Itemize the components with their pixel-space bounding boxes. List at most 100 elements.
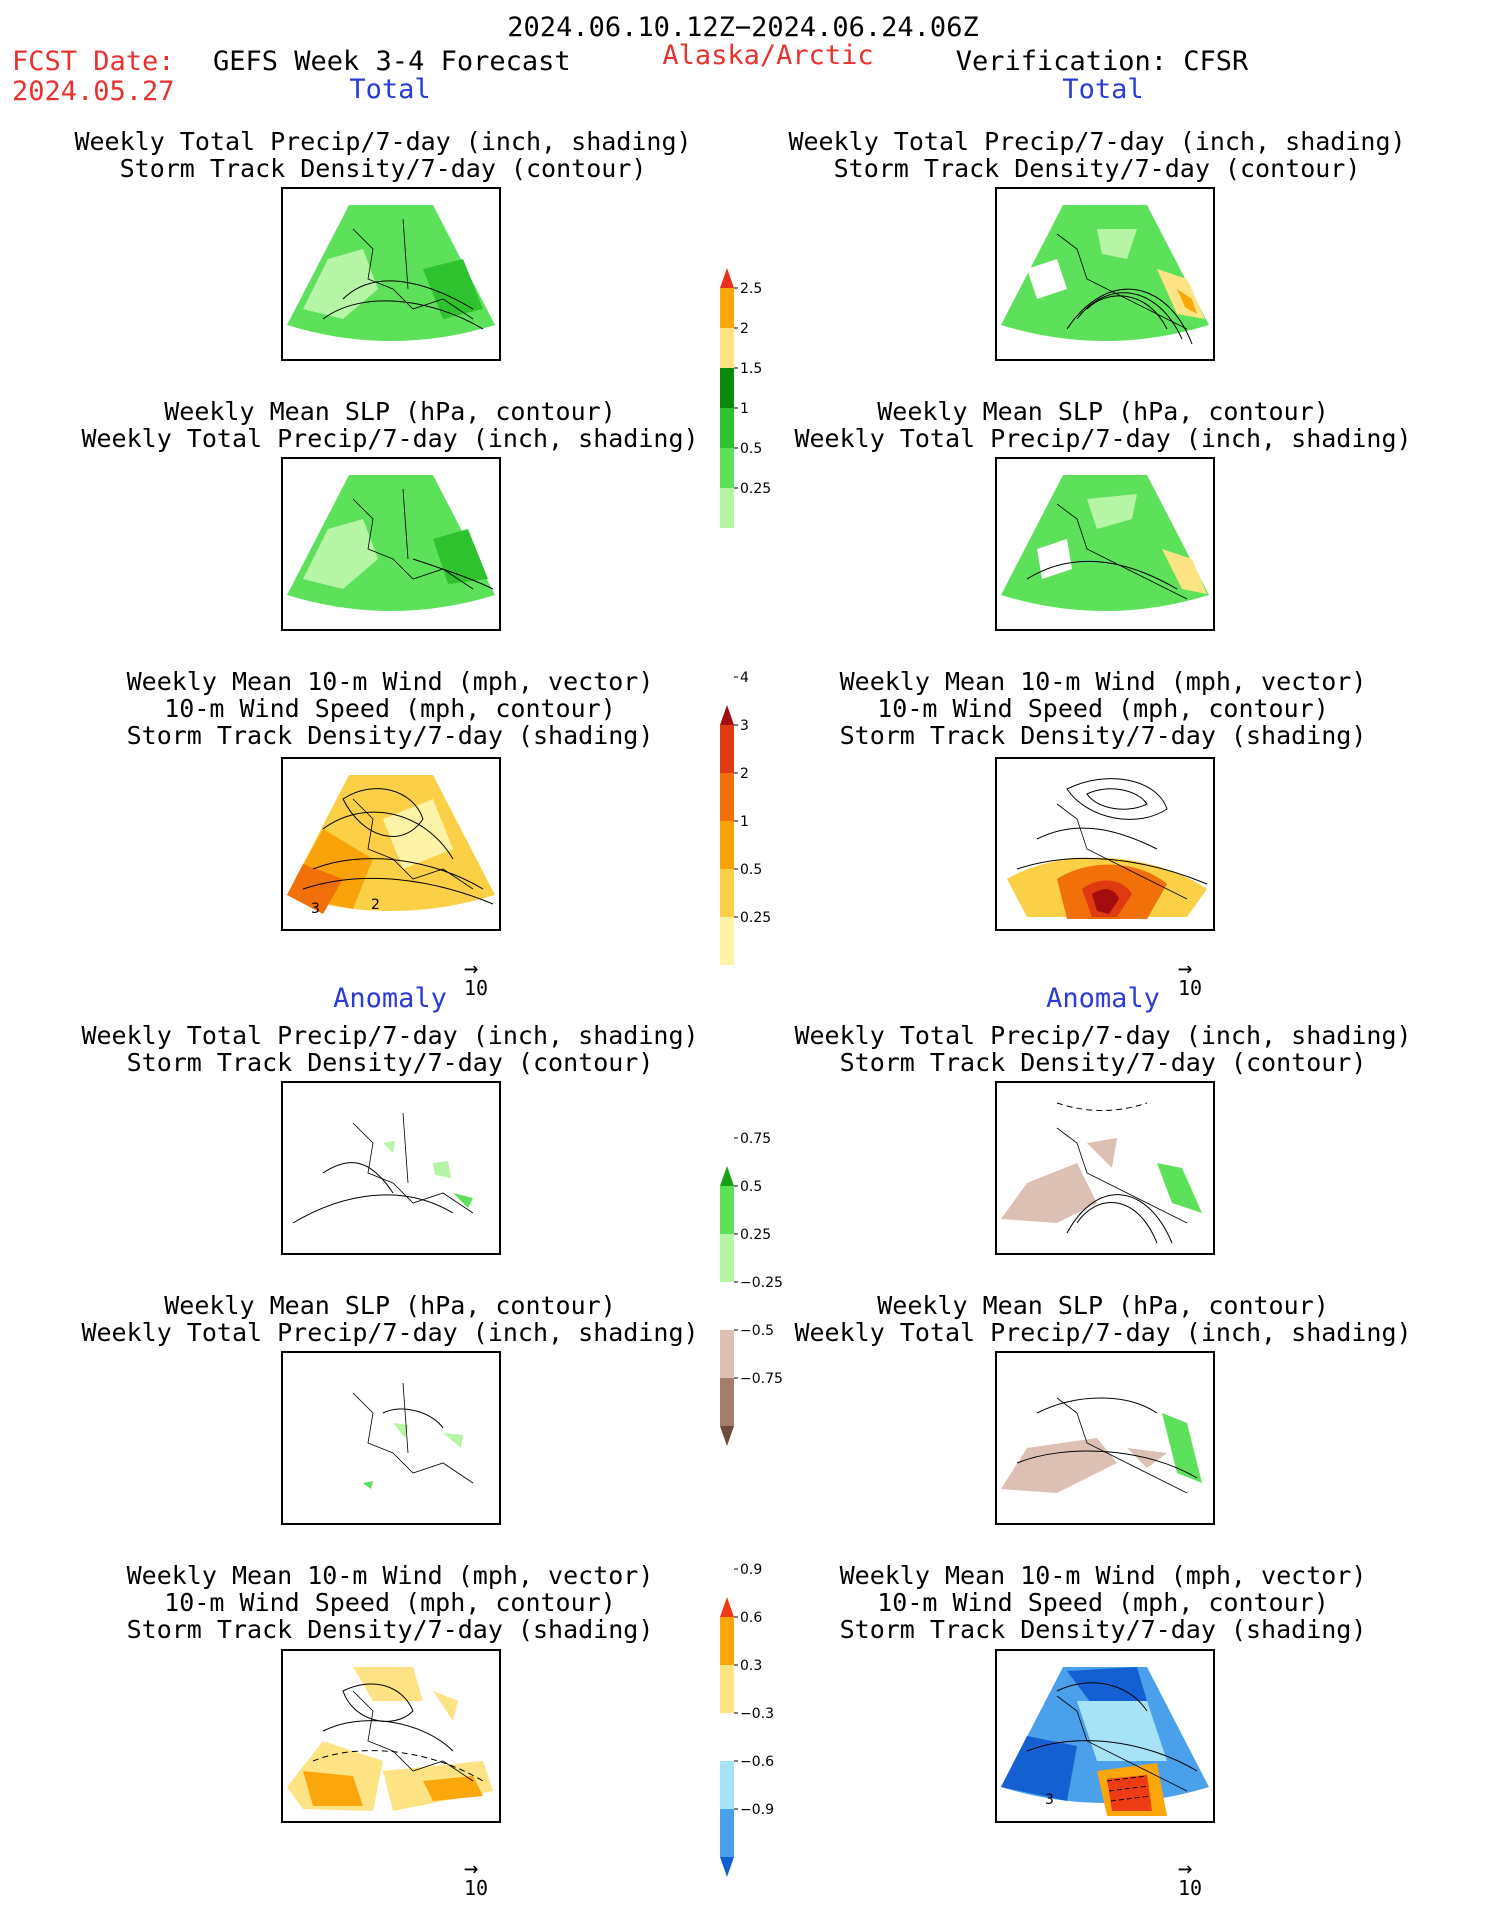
- colorbar-swatch: [720, 725, 734, 773]
- title-line: 10-m Wind Speed (mph, contour): [877, 1588, 1329, 1617]
- colorbar-swatch: [720, 1617, 734, 1665]
- colorbar-tick-label: 0.5: [740, 1179, 762, 1195]
- colorbar-swatch: [720, 1713, 734, 1761]
- map-precip-storm-anom-left: [281, 1081, 501, 1255]
- colorbar-swatch: [720, 1597, 734, 1617]
- map-wind-storm-anom-right: 3: [995, 1649, 1215, 1823]
- colorbar-tick-label: 2: [740, 321, 749, 337]
- vector-scale-right-total: → 10: [1178, 954, 1202, 1000]
- panel-title-slp-precip-anom-left: Weekly Mean SLP (hPa, contour) Weekly To…: [81, 1292, 698, 1346]
- vector-scale-right-anom: → 10: [1178, 1854, 1203, 1900]
- title-line: Storm Track Density/7-day (shading): [839, 721, 1367, 750]
- colorbar-precip-total: 0.25 0.5 1 1.5 2 2.5: [720, 268, 780, 552]
- colorbar-tick-label: 1: [740, 814, 749, 830]
- colorbar-swatch: [720, 1426, 734, 1446]
- colorbar-swatch: [720, 869, 734, 917]
- forecast-name: GEFS Week 3-4 Forecast: [213, 46, 571, 77]
- panel-title-precip-storm-total-right: Weekly Total Precip/7-day (inch, shading…: [788, 128, 1405, 182]
- colorbar-tick-label: 0.9: [740, 1562, 762, 1578]
- date-range-title: 2024.06.10.12Z−2024.06.24.06Z: [507, 12, 979, 43]
- panel-title-slp-precip-total-right: Weekly Mean SLP (hPa, contour) Weekly To…: [794, 398, 1411, 452]
- arrow-right-icon: →: [464, 1854, 479, 1882]
- title-line: 10-m Wind Speed (mph, contour): [164, 694, 616, 723]
- title-line: Weekly Total Precip/7-day (inch, shading…: [74, 127, 692, 156]
- colorbar-swatch: [720, 1186, 734, 1234]
- vector-scale-value: 10: [464, 1876, 489, 1900]
- arrow-right-icon: →: [1178, 954, 1193, 982]
- map-wind-storm-total-left: 3 2: [281, 757, 501, 931]
- colorbar-tick-label: 3: [740, 718, 749, 734]
- colorbar-tick-label: −0.9: [740, 1802, 774, 1818]
- colorbar-storm-total: 0.25 0.5 1 2 3 4: [720, 670, 780, 989]
- panel-title-wind-storm-anom-left: Weekly Mean 10-m Wind (mph, vector) 10-m…: [127, 1562, 654, 1643]
- colorbar-svg: 0.25 0.5 1 2 3 4: [720, 670, 771, 985]
- section-anomaly-left: Anomaly: [333, 983, 447, 1014]
- vector-scale-value: 10: [1178, 1876, 1203, 1900]
- colorbar-tick-label: −0.6: [740, 1754, 774, 1770]
- colorbar-svg: −0.75 −0.5 −0.25 0.25 0.5 0.75: [720, 1131, 783, 1446]
- colorbar-tick-label: 2: [740, 766, 749, 782]
- colorbar-tick-label: 1.5: [740, 361, 762, 377]
- colorbar-tick-label: 0.6: [740, 1610, 762, 1626]
- title-line: Storm Track Density/7-day (contour): [119, 154, 647, 183]
- map-precip-storm-anom-right: [995, 1081, 1215, 1255]
- colorbar-swatch: [720, 1330, 734, 1378]
- colorbar-swatch: [720, 528, 734, 548]
- colorbar-storm-anomaly: −0.9 −0.6 −0.3 0.3 0.6 0.9: [720, 1562, 780, 1881]
- colorbar-swatch: [720, 1166, 734, 1186]
- map-slp-precip-total-right: [995, 457, 1215, 631]
- colorbar-swatch: [720, 1809, 734, 1857]
- title-line: Storm Track Density/7-day (shading): [839, 1615, 1367, 1644]
- contour-label: 2: [371, 897, 380, 913]
- colorbar-tick-label: −0.3: [740, 1706, 774, 1722]
- colorbar-swatch: [720, 408, 734, 448]
- title-line: Weekly Total Precip/7-day (inch, shading…: [794, 1318, 1412, 1347]
- arrow-right-icon: →: [1178, 1854, 1193, 1882]
- map-slp-precip-anom-left: [281, 1351, 501, 1525]
- colorbar-tick-label: −0.75: [740, 1371, 783, 1387]
- colorbar-svg: −0.9 −0.6 −0.3 0.3 0.6 0.9: [720, 1562, 774, 1877]
- title-line: Storm Track Density/7-day (shading): [126, 721, 654, 750]
- panel-title-precip-storm-anom-right: Weekly Total Precip/7-day (inch, shading…: [794, 1022, 1411, 1076]
- fcst-date-value: 2024.05.27: [12, 76, 175, 107]
- contour-label: 3: [1045, 1792, 1054, 1808]
- colorbar-tick-label: 0.25: [740, 1227, 771, 1243]
- title-line: Storm Track Density/7-day (shading): [126, 1615, 654, 1644]
- panel-title-wind-storm-anom-right: Weekly Mean 10-m Wind (mph, vector) 10-m…: [840, 1562, 1367, 1643]
- section-total-left: Total: [349, 74, 431, 105]
- colorbar-tick-label: −0.5: [740, 1323, 774, 1339]
- verification-label: Verification: CFSR: [955, 46, 1249, 77]
- title-line: Weekly Mean 10-m Wind (mph, vector): [839, 667, 1367, 696]
- title-line: Storm Track Density/7-day (contour): [833, 154, 1361, 183]
- title-line: Weekly Total Precip/7-day (inch, shading…: [794, 424, 1412, 453]
- panel-title-wind-storm-total-right: Weekly Mean 10-m Wind (mph, vector) 10-m…: [840, 668, 1367, 749]
- vector-scale-left-total: → 10: [464, 956, 489, 1000]
- colorbar-swatch: [720, 1378, 734, 1426]
- panel-title-slp-precip-anom-right: Weekly Mean SLP (hPa, contour) Weekly To…: [794, 1292, 1411, 1346]
- colorbar-swatch: [720, 773, 734, 821]
- title-line: 10-m Wind Speed (mph, contour): [877, 694, 1329, 723]
- title-line: Weekly Mean SLP (hPa, contour): [164, 397, 616, 426]
- map-slp-precip-anom-right: [995, 1351, 1215, 1525]
- colorbar-tick-label: 0.25: [740, 910, 771, 926]
- section-total-right: Total: [1062, 74, 1144, 105]
- colorbar-swatch: [720, 368, 734, 408]
- fcst-date-label: FCST Date:: [12, 46, 175, 77]
- title-line: Weekly Mean 10-m Wind (mph, vector): [126, 667, 654, 696]
- colorbar-tick-label: 0.25: [740, 481, 771, 497]
- title-line: Weekly Total Precip/7-day (inch, shading…: [81, 1318, 699, 1347]
- colorbar-swatch: [720, 1857, 734, 1877]
- panel-title-slp-precip-total-left: Weekly Mean SLP (hPa, contour) Weekly To…: [81, 398, 698, 452]
- vector-scale-value: 10: [464, 976, 489, 1000]
- panel-title-wind-storm-total-left: Weekly Mean 10-m Wind (mph, vector) 10-m…: [127, 668, 654, 749]
- panel-title-precip-storm-total-left: Weekly Total Precip/7-day (inch, shading…: [74, 128, 691, 182]
- title-line: Weekly Total Precip/7-day (inch, shading…: [788, 127, 1406, 156]
- colorbar-tick-label: 0.3: [740, 1658, 762, 1674]
- title-line: Weekly Total Precip/7-day (inch, shading…: [81, 1021, 699, 1050]
- colorbar-tick-label: 1: [740, 401, 749, 417]
- colorbar-svg: 0.25 0.5 1 1.5 2 2.5: [720, 268, 771, 548]
- colorbar-swatch: [720, 705, 734, 725]
- title-line: Weekly Mean 10-m Wind (mph, vector): [126, 1561, 654, 1590]
- title-line: Weekly Total Precip/7-day (inch, shading…: [81, 424, 699, 453]
- colorbar-swatch: [720, 1761, 734, 1809]
